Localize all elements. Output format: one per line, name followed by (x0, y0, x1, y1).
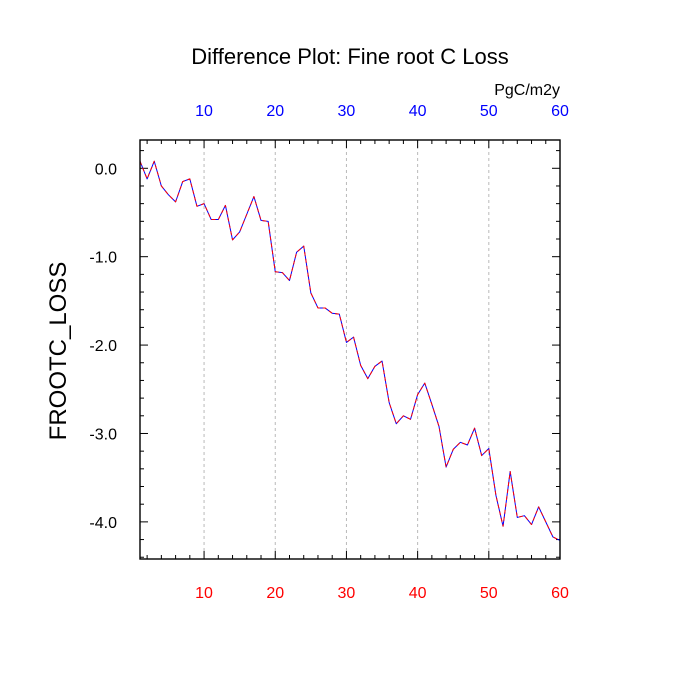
y-tick-label: -2.0 (89, 338, 117, 355)
x-tick-label-top: 50 (480, 103, 498, 120)
x-tick-label-bottom: 40 (409, 585, 427, 602)
x-tick-label-top: 20 (266, 103, 284, 120)
x-tick-label-bottom: 10 (195, 585, 213, 602)
y-tick-label: -3.0 (89, 426, 117, 443)
x-tick-label-top: 40 (409, 103, 427, 120)
series-line-1 (139, 160, 561, 541)
x-tick-label-bottom: 60 (551, 585, 569, 602)
grid-lines (203, 140, 490, 559)
axis-ticks (140, 140, 561, 559)
series-line-2 (139, 160, 561, 541)
series-lines (139, 160, 561, 541)
x-tick-label-top: 10 (195, 103, 213, 120)
x-tick-label-top: 60 (551, 103, 569, 120)
plot-frame (139, 139, 561, 560)
y-tick-label: -1.0 (89, 250, 117, 267)
y-axis-label: FROOTC_LOSS (45, 262, 72, 441)
y-tick-label: 0.0 (95, 161, 117, 178)
x-tick-label-bottom: 30 (338, 585, 356, 602)
x-tick-label-bottom: 20 (266, 585, 284, 602)
tick-labels: 10 20 30 40 50 60 10 20 30 40 50 60 0.0 -1.0 -2.0 -3.0 -… (89, 103, 569, 602)
y-tick-label: -4.0 (89, 515, 117, 532)
units-label: PgC/m2y (494, 82, 560, 99)
x-tick-label-bottom: 50 (480, 585, 498, 602)
chart-title: Difference Plot: Fine root C Loss (191, 44, 509, 69)
x-tick-label-top: 30 (338, 103, 356, 120)
